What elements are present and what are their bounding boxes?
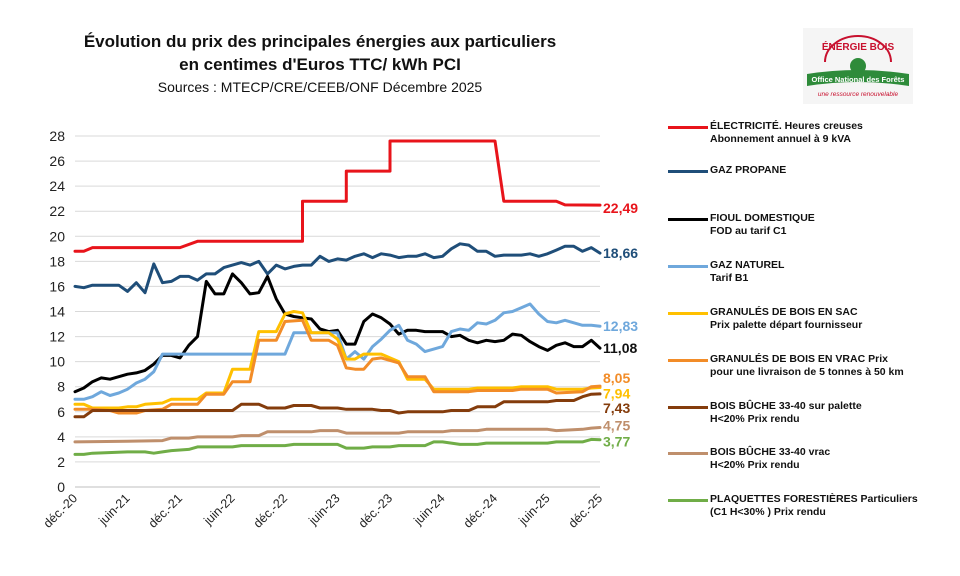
series-end-label: 18,66 (603, 245, 638, 261)
legend-label-line-2: pour une livraison de 5 tonnes à 50 km (710, 366, 904, 378)
y-tick-label: 4 (57, 429, 65, 445)
legend-label-line-1: BOIS BÛCHE 33-40 sur palette (710, 400, 862, 412)
legend-label-line-2: H<20% Prix rendu (710, 413, 800, 425)
legend-label-line-2: FOD au tarif C1 (710, 225, 787, 237)
x-tick-label: déc.-21 (146, 491, 185, 530)
series-end-label: 11,08 (603, 340, 637, 356)
legend-label-line-1: ÉLECTRICITÉ. Heures creuses (710, 120, 863, 132)
energie-bois-onf-logo: ÉNERGIE BOIS Office National des Forêts … (803, 28, 913, 104)
legend-label-line-2: (C1 H<30% ) Prix rendu (710, 506, 826, 518)
x-tick-label: déc.-25 (566, 491, 605, 530)
y-tick-label: 20 (49, 228, 65, 244)
series-end-label: 4,75 (603, 417, 630, 433)
logo-bottom-text: une ressource renouvelable (818, 91, 899, 98)
x-tick-label: juin-24 (410, 491, 447, 528)
series-end-label: 3,77 (603, 434, 630, 450)
legend-label: BOIS BÛCHE 33-40 sur palette H<20% Prix r… (710, 400, 862, 426)
grid-lines (75, 135, 600, 488)
legend-swatch (668, 170, 708, 173)
legend-label: BOIS BÛCHE 33-40 vrac H<20% Prix rendu (710, 446, 830, 472)
legend-swatch (668, 359, 708, 362)
series-end-labels: 22,49 18,66 11,08 12,83 7,948,05 7,434,753,77 (603, 200, 638, 450)
legend-swatch (668, 312, 708, 315)
legend-swatch (668, 265, 708, 268)
y-tick-label: 14 (49, 304, 65, 320)
chart-title-line-2: en centimes d'Euros TTC/ kWh PCI (179, 55, 461, 74)
x-tick-label: juin-21 (95, 491, 132, 528)
legend-label-line-1: GRANULÉS DE BOIS EN SAC (710, 306, 858, 318)
chart-title-line-1: Évolution du prix des principales énergi… (83, 32, 557, 51)
legend-label: PLAQUETTES FORESTIÈRES Particuliers (C1 H… (710, 493, 918, 519)
legend-label: GAZ NATUREL Tarif B1 (710, 259, 784, 285)
series-end-label: 8,05 (603, 370, 630, 386)
legend-label: GRANULÉS DE BOIS EN VRAC Prix pour une li… (710, 353, 904, 379)
x-tick-label: déc.-22 (251, 491, 290, 530)
series-line (73, 392, 602, 419)
legend-swatch (668, 406, 708, 409)
y-tick-label: 2 (57, 454, 65, 470)
legend-label-line-1: FIOUL DOMESTIQUE (710, 212, 815, 224)
logo-banner-text: Office National des Forêts (812, 75, 905, 84)
x-tick-label: déc.-23 (356, 491, 395, 530)
series-line (73, 310, 602, 410)
legend-label-line-2: Prix palette départ fournisseur (710, 319, 863, 331)
chart-subtitle: Sources : MTECP/CRE/CEEB/ONF Décembre 20… (157, 79, 483, 95)
legend-label-line-2: Abonnement annuel à 9 kVA (710, 133, 851, 145)
series-end-label: 7,94 (603, 385, 630, 401)
x-tick-label: juin-25 (515, 491, 552, 528)
legend-swatch (668, 126, 708, 129)
legend-label: FIOUL DOMESTIQUE FOD au tarif C1 (710, 212, 815, 238)
x-axis-tick-labels: déc.-20 juin-21 déc.-21 juin-22 déc.-22 juin-… (41, 491, 605, 530)
legend-label-line-1: PLAQUETTES FORESTIÈRES Particuliers (710, 493, 918, 505)
legend-swatch (668, 452, 708, 455)
series-line (73, 139, 602, 253)
chart-title: Évolution du prix des principales énergi… (40, 30, 600, 76)
series-end-label: 22,49 (603, 200, 638, 216)
y-tick-label: 8 (57, 379, 65, 395)
series-end-label: 7,43 (603, 400, 630, 416)
series-line (73, 437, 602, 456)
y-tick-label: 22 (49, 203, 65, 219)
series-line (73, 302, 602, 401)
legend-label-line-1: GAZ NATUREL (710, 259, 785, 271)
series-line (73, 426, 602, 444)
series-line (73, 242, 602, 295)
legend-swatch (668, 218, 708, 221)
y-tick-label: 12 (49, 329, 65, 345)
y-tick-label: 6 (57, 404, 65, 420)
x-tick-label: déc.-20 (41, 491, 80, 530)
y-tick-label: 26 (49, 153, 65, 169)
y-tick-label: 0 (57, 479, 65, 495)
legend-label-line-2: Tarif B1 (710, 272, 749, 284)
y-tick-label: 18 (49, 253, 65, 269)
legend-label-line-1: GAZ PROPANE (710, 164, 787, 176)
y-tick-label: 24 (49, 178, 65, 194)
y-tick-label: 10 (49, 354, 65, 370)
legend-swatch (668, 499, 708, 502)
x-tick-label: juin-22 (200, 491, 237, 528)
y-tick-label: 28 (49, 128, 65, 144)
series-end-label: 12,83 (603, 318, 638, 334)
legend-label: GRANULÉS DE BOIS EN SAC Prix palette dépa… (710, 306, 862, 332)
legend-label: GAZ PROPANE (710, 164, 786, 177)
legend-label-line-2: H<20% Prix rendu (710, 459, 800, 471)
series-lines (73, 139, 602, 456)
logo-top-text: ÉNERGIE BOIS (822, 40, 895, 53)
legend-label-line-1: BOIS BÛCHE 33-40 vrac (710, 446, 831, 458)
y-tick-label: 16 (49, 278, 65, 294)
legend-label-line-1: GRANULÉS DE BOIS EN VRAC Prix (710, 353, 888, 365)
x-tick-label: juin-23 (305, 491, 342, 528)
x-tick-label: déc.-24 (461, 491, 500, 530)
legend-label: ÉLECTRICITÉ. Heures creuses Abonnement an… (710, 120, 863, 146)
